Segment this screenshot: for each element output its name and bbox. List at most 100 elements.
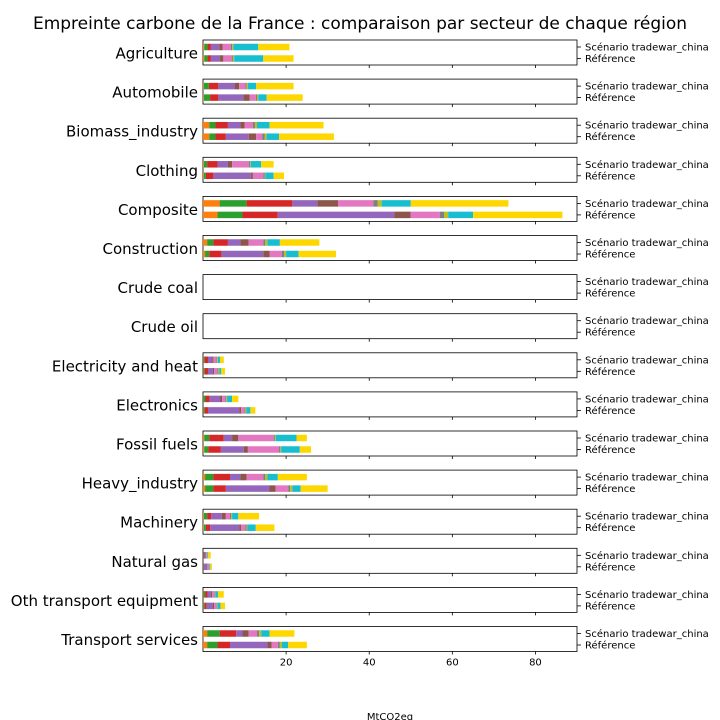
bar-segment bbox=[215, 133, 226, 140]
bar-segment bbox=[261, 630, 270, 637]
bar-segment bbox=[215, 591, 218, 598]
bar-segment bbox=[264, 172, 266, 180]
bar-segment bbox=[207, 407, 240, 414]
bar-segment bbox=[254, 121, 258, 129]
bar-segment bbox=[275, 485, 289, 492]
bar-segment bbox=[274, 434, 276, 442]
bar-segment bbox=[207, 43, 211, 51]
bar-segment bbox=[280, 446, 282, 453]
panel-frame bbox=[202, 508, 578, 535]
sector-panel-biomass-industry: Biomass_industry Scénario tradewar_chinaR… bbox=[66, 117, 709, 147]
scenario-label: Référence bbox=[585, 131, 635, 143]
bar-segment bbox=[246, 200, 293, 207]
bar-segment bbox=[203, 250, 206, 258]
scenario-label: Scénario tradewar_china bbox=[585, 550, 709, 562]
bar-segment bbox=[234, 55, 264, 62]
bar-segment bbox=[203, 94, 211, 101]
bar-segment bbox=[215, 121, 228, 129]
bar-segment bbox=[448, 211, 474, 219]
bar-segment bbox=[247, 82, 257, 90]
bar-segment bbox=[239, 82, 246, 90]
bar-segment bbox=[203, 552, 205, 559]
bar-segment bbox=[204, 446, 209, 453]
bar-segment bbox=[242, 211, 278, 219]
x-axis: 20 40 60 80 bbox=[280, 658, 542, 669]
sector-label: Crude coal bbox=[118, 279, 198, 297]
bar-segment bbox=[210, 55, 221, 62]
bar-segment bbox=[279, 641, 282, 649]
sector-panel-electricity-and-heat: Electricity and heat Scénario tradewar_ch… bbox=[52, 352, 709, 381]
bar-segment bbox=[225, 395, 227, 403]
bar-segment bbox=[271, 641, 278, 649]
chart-panels: Agriculture Scénario tradewar_chinaRéfére… bbox=[11, 39, 709, 655]
sector-label: Automobile bbox=[112, 84, 198, 102]
scenario-label: Référence bbox=[585, 53, 635, 65]
bar-segment bbox=[261, 161, 274, 168]
bar-segment bbox=[205, 485, 214, 492]
scenario-label: Référence bbox=[585, 249, 635, 261]
bar-segment bbox=[205, 591, 208, 598]
bar-segment bbox=[208, 82, 219, 90]
bar-segment bbox=[230, 43, 233, 51]
panel-frame bbox=[202, 352, 578, 379]
bar-segment bbox=[230, 641, 268, 649]
bar-segment bbox=[218, 368, 220, 375]
scenario-label: Scénario tradewar_china bbox=[585, 354, 709, 366]
bar-segment bbox=[273, 434, 275, 442]
scenario-label: Référence bbox=[585, 483, 635, 495]
bar-segment bbox=[227, 395, 233, 403]
bar-segment bbox=[246, 82, 248, 90]
bar-segment bbox=[209, 395, 221, 403]
bar-segment bbox=[263, 250, 270, 258]
bar-segment bbox=[222, 395, 226, 403]
bar-segment bbox=[249, 161, 251, 168]
bar-segment bbox=[269, 250, 282, 258]
panel-frame bbox=[202, 587, 578, 613]
sector-label: Electricity and heat bbox=[52, 357, 198, 375]
bar-segment bbox=[238, 434, 274, 442]
bar-segment bbox=[220, 602, 226, 610]
bar-segment bbox=[267, 239, 280, 246]
sector-panel-fossil-fuels: Fossil fuels Scénario tradewar_chinaRéfér… bbox=[116, 430, 709, 459]
bar-segment bbox=[284, 250, 287, 258]
bar-segment bbox=[256, 82, 294, 90]
x-axis-label: MtCO2eq bbox=[367, 712, 413, 720]
bar-segment bbox=[317, 200, 339, 207]
bar-segment bbox=[203, 82, 209, 90]
bar-segment bbox=[207, 563, 210, 571]
scenario-label: Scénario tradewar_china bbox=[585, 511, 709, 523]
bar-segment bbox=[204, 356, 208, 364]
bar-segment bbox=[250, 172, 253, 180]
bar-segment bbox=[209, 133, 216, 140]
bar-segment bbox=[247, 446, 280, 453]
bar-segment bbox=[473, 211, 563, 219]
panel-frame bbox=[202, 547, 578, 574]
bar-segment bbox=[203, 407, 205, 414]
bar-segment bbox=[220, 356, 224, 364]
bar-segment bbox=[444, 211, 449, 219]
bar-segment bbox=[212, 591, 215, 598]
bar-segment bbox=[220, 395, 223, 403]
bar-segment bbox=[245, 82, 247, 90]
panel-frame bbox=[202, 391, 578, 418]
bar-segment bbox=[217, 368, 219, 375]
scenario-label: Référence bbox=[585, 522, 635, 534]
sector-label: Clothing bbox=[136, 162, 198, 180]
bar-segment bbox=[209, 563, 211, 571]
bar-segment bbox=[249, 94, 256, 101]
bar-segment bbox=[211, 512, 222, 520]
bar-segment bbox=[277, 473, 307, 481]
bar-segment bbox=[205, 524, 211, 531]
bar-segment bbox=[203, 524, 204, 531]
bar-segment bbox=[217, 211, 243, 219]
bar-segment bbox=[439, 211, 445, 219]
bar-segment bbox=[381, 200, 411, 207]
scenario-label: Référence bbox=[585, 209, 635, 221]
bar-segment bbox=[265, 172, 274, 180]
sector-label: Biomass_industry bbox=[66, 123, 198, 142]
scenario-label: Scénario tradewar_china bbox=[585, 472, 709, 484]
sector-panel-automobile: Automobile Scénario tradewar_chinaRéféren… bbox=[112, 78, 709, 108]
panel-frame bbox=[202, 430, 578, 457]
bar-segment bbox=[232, 512, 239, 520]
